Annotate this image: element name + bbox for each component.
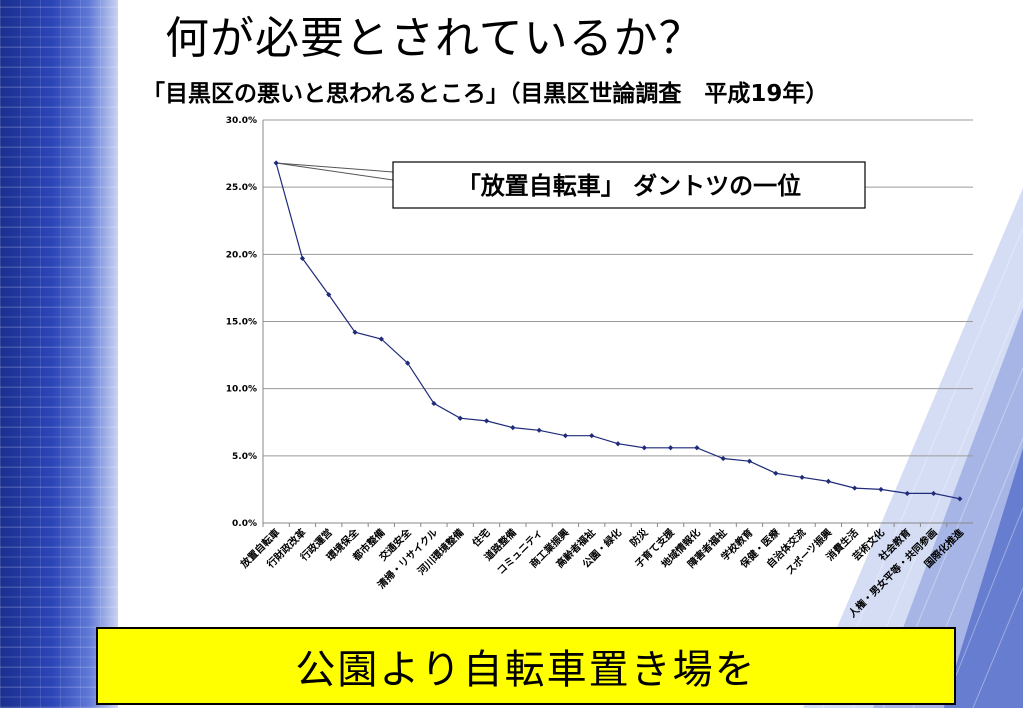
- series-polyline: [275, 162, 961, 500]
- y-tick-label: 25.0%: [226, 183, 257, 193]
- data-point: [746, 458, 753, 464]
- data-point: [799, 474, 805, 480]
- data-point: [825, 478, 831, 484]
- data-point: [878, 486, 884, 493]
- data-point: [352, 329, 358, 335]
- data-point: [957, 496, 963, 502]
- data-point: [405, 360, 411, 366]
- data-point: [641, 445, 647, 451]
- y-tick-label: 15.0%: [226, 318, 257, 328]
- data-point: [326, 292, 332, 298]
- annotation-text: 「放置自転車」 ダントツの一位: [457, 172, 801, 200]
- data-point: [930, 490, 937, 497]
- y-tick-label: 5.0%: [232, 452, 257, 462]
- y-tick-labels: 0.0% 5.0% 10.0% 15.0% 20.0% 25.0% 30.0%: [226, 116, 257, 529]
- x-tick-label: 防災: [627, 525, 651, 549]
- data-point: [589, 433, 595, 439]
- data-point: [431, 400, 437, 407]
- data-point: [378, 336, 384, 342]
- x-tick-label: コミュニティ: [495, 527, 545, 577]
- x-tick-label: 住宅: [469, 526, 492, 549]
- data-point: [273, 160, 279, 166]
- data-point: [773, 470, 779, 476]
- data-point: [299, 255, 306, 261]
- y-tick-label: 20.0%: [226, 250, 257, 260]
- series-line: [273, 160, 963, 502]
- pointer-line: [276, 162, 394, 181]
- data-point: [457, 415, 463, 421]
- x-tick-labels: 放置自転車行財政改革行政運営環境保全都市整備交通安全清掃・リサイクル河川環境整備…: [237, 523, 967, 620]
- pointer-line: [276, 162, 394, 173]
- data-point: [615, 441, 621, 447]
- data-point: [510, 425, 516, 431]
- y-tick-label: 30.0%: [226, 116, 257, 126]
- data-point: [904, 490, 910, 497]
- left-decorative-band: [0, 0, 118, 708]
- data-point: [483, 418, 490, 424]
- y-tick-label: 10.0%: [226, 385, 257, 395]
- data-point: [852, 485, 858, 491]
- data-point: [667, 445, 674, 451]
- slide-subtitle: 「目黒区の悪いと思われるところ」（目黒区世論調査 平成19年）: [142, 81, 829, 107]
- y-tick-label: 0.0%: [232, 519, 257, 529]
- data-point: [562, 433, 569, 439]
- data-point: [536, 427, 542, 433]
- slide-title: 何が必要とされているか？: [165, 13, 704, 64]
- data-point: [720, 455, 726, 462]
- annotation-pointer-lines: [276, 162, 394, 181]
- annotation-box-rect: [392, 161, 866, 209]
- conclusion-banner: 公園より自転車置き場を: [96, 627, 956, 705]
- annotation-callout: 「放置自転車」 ダントツの一位: [392, 161, 866, 209]
- data-point: [694, 445, 700, 451]
